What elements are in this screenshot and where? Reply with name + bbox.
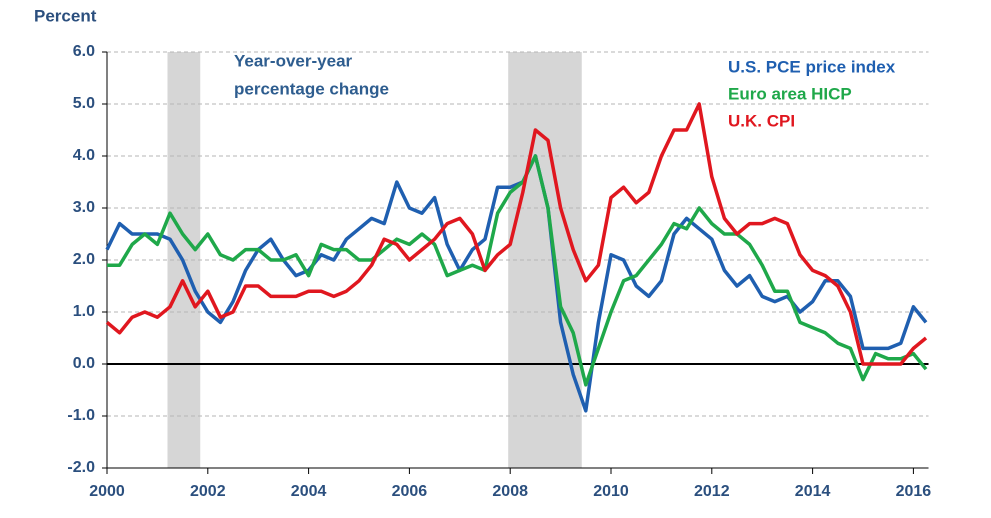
y-axis-label: Percent: [34, 6, 97, 25]
y-tick-label: 1.0: [73, 303, 95, 320]
series-line: [105, 102, 928, 366]
annotation: Year-over-year: [234, 51, 353, 70]
x-tick-label: 2014: [795, 483, 831, 500]
y-tick-label: 5.0: [73, 95, 95, 112]
y-tick-label: 2.0: [73, 251, 95, 268]
x-tick-label: 2000: [89, 483, 125, 500]
lines: [105, 102, 929, 413]
labels: -2.0 -1.0 0.0 1.0 2.0 3.0 4.0 5.0 6.0 2000 2002 200…: [67, 43, 931, 500]
y-tick-label: -1.0: [67, 407, 95, 424]
y-tick-label: 3.0: [73, 199, 95, 216]
x-tick-label: 2016: [896, 483, 932, 500]
x-tick-label: 2002: [190, 483, 226, 500]
x-tick-label: 2006: [392, 483, 428, 500]
annotation: percentage change: [234, 79, 389, 98]
y-tick-label: -2.0: [67, 459, 95, 476]
x-tick-label: 2012: [694, 483, 730, 500]
x-tick-label: 2004: [291, 483, 327, 500]
legend-entry: U.S. PCE price index: [728, 57, 896, 76]
legend-entry: Euro area HICP: [728, 84, 852, 103]
y-tick-label: 0.0: [73, 355, 95, 372]
y-tick-label: 4.0: [73, 147, 95, 164]
grid: [102, 51, 929, 474]
legend-entry: U.K. CPI: [728, 111, 795, 130]
series-line: [107, 154, 928, 387]
x-tick-label: 2010: [593, 483, 629, 500]
y-tick-label: 6.0: [73, 43, 95, 60]
x-tick-label: 2008: [492, 483, 528, 500]
